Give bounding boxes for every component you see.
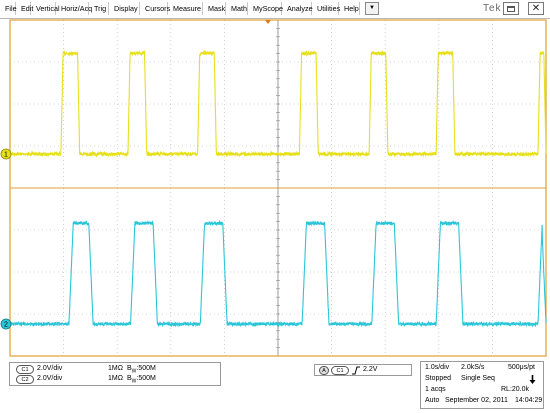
- acquisition-date: September 02, 2011: [445, 397, 508, 404]
- menu-overflow-button[interactable]: ▼: [365, 2, 379, 15]
- acquisition-count: 1 acqs: [425, 386, 446, 393]
- menu-mask[interactable]: Mask: [205, 2, 226, 15]
- acquisition-state: Stopped: [425, 375, 452, 382]
- ch2-marker-label: 2: [4, 322, 8, 329]
- ch1-coupling: 1MΩ: [108, 365, 123, 372]
- menu-display[interactable]: Display: [111, 2, 140, 15]
- time-per-point: 500μs/pt: [508, 364, 535, 371]
- single-seq-down-arrow-icon: [529, 375, 536, 384]
- ch1-marker-label: 1: [4, 152, 8, 159]
- trigger-mode: Auto: [425, 397, 440, 404]
- menu-horiz-acq[interactable]: Horiz/Acq: [58, 2, 92, 15]
- acquisition-mode: Single Seq: [461, 375, 495, 382]
- menu-file[interactable]: File: [2, 2, 17, 15]
- acquisition-time: 14:04:29: [515, 397, 543, 404]
- restore-window-button[interactable]: [503, 2, 519, 15]
- ch1-waveform: [9, 49, 547, 158]
- menu-measure[interactable]: Measure: [170, 2, 203, 15]
- trigger-position-marker[interactable]: [265, 20, 271, 24]
- ch2-ground-marker[interactable]: 2: [0, 318, 12, 330]
- menu-utilities[interactable]: Utilities: [314, 2, 340, 15]
- window-icon: [507, 6, 515, 12]
- menu-help[interactable]: Help: [341, 2, 360, 15]
- ch1-badge: C1: [16, 365, 34, 374]
- ch2-scale: 2.0V/div: [37, 375, 63, 382]
- trigger-readout[interactable]: A C1 2.2V: [314, 364, 412, 376]
- rising-edge-icon: [352, 366, 360, 375]
- horizontal-scale: 1.0s/div: [425, 364, 450, 371]
- ch1-scale: 2.0V/div: [37, 365, 63, 372]
- trigger-mode-badge: A: [319, 366, 329, 375]
- ch2-bandwidth: BW:500M: [127, 375, 156, 385]
- menu-trig[interactable]: Trig: [91, 2, 109, 15]
- ch2-waveform: [9, 219, 547, 328]
- menu-vertical[interactable]: Vertical: [33, 2, 60, 15]
- menu-bar: File Edit Vertical Horiz/Acq Trig Display Curs…: [0, 0, 550, 19]
- menu-analyze[interactable]: Analyze: [284, 2, 313, 15]
- chevron-down-icon: ▼: [369, 5, 375, 11]
- sample-rate: 2.0kS/s: [461, 364, 485, 371]
- menu-myscope[interactable]: MyScope: [250, 2, 283, 15]
- menu-edit[interactable]: Edit: [18, 2, 33, 15]
- menu-cursors[interactable]: Cursors: [142, 2, 170, 15]
- timebase-readout-panel[interactable]: 1.0s/div 2.0kS/s 500μs/pt Stopped Single…: [420, 361, 544, 409]
- ch1-ground-marker[interactable]: 1: [0, 148, 12, 160]
- close-button[interactable]: ✕: [528, 2, 544, 15]
- trigger-source-badge: C1: [331, 366, 349, 375]
- ch2-coupling: 1MΩ: [108, 375, 123, 382]
- channel-readout-panel[interactable]: C1 2.0V/div 1MΩ BW:500M C2 2.0V/div 1MΩ …: [9, 362, 221, 386]
- tek-logo: Tek: [483, 3, 502, 14]
- ch2-badge: C2: [16, 375, 34, 384]
- waveform-display[interactable]: 1 2: [0, 18, 550, 413]
- menu-math[interactable]: Math: [228, 2, 248, 15]
- record-length: RL:20.0k: [501, 386, 530, 393]
- close-icon: ✕: [531, 3, 541, 14]
- trigger-level: 2.2V: [363, 366, 378, 373]
- ch1-bandwidth: BW:500M: [127, 365, 156, 375]
